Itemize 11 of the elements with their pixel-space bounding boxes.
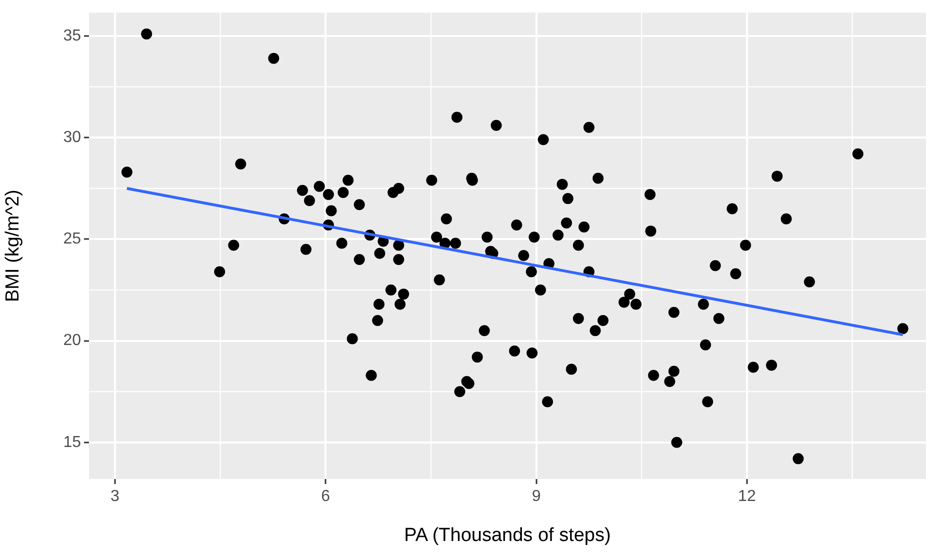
x-axis-title: PA (Thousands of steps) [404, 524, 611, 546]
x-tick-label: 12 [738, 488, 756, 506]
y-tick-label: 25 [63, 230, 82, 248]
x-tick-label: 3 [110, 488, 120, 506]
x-tick-label: 6 [321, 488, 330, 506]
y-axis-title: BMI (kg/m^2) [2, 190, 24, 302]
y-tick-label: 30 [63, 128, 82, 146]
y-tick-label: 20 [63, 332, 82, 350]
y-tick-label: 15 [63, 434, 82, 451]
y-tick-label: 35 [63, 27, 82, 44]
x-tick-label: 9 [532, 488, 541, 506]
